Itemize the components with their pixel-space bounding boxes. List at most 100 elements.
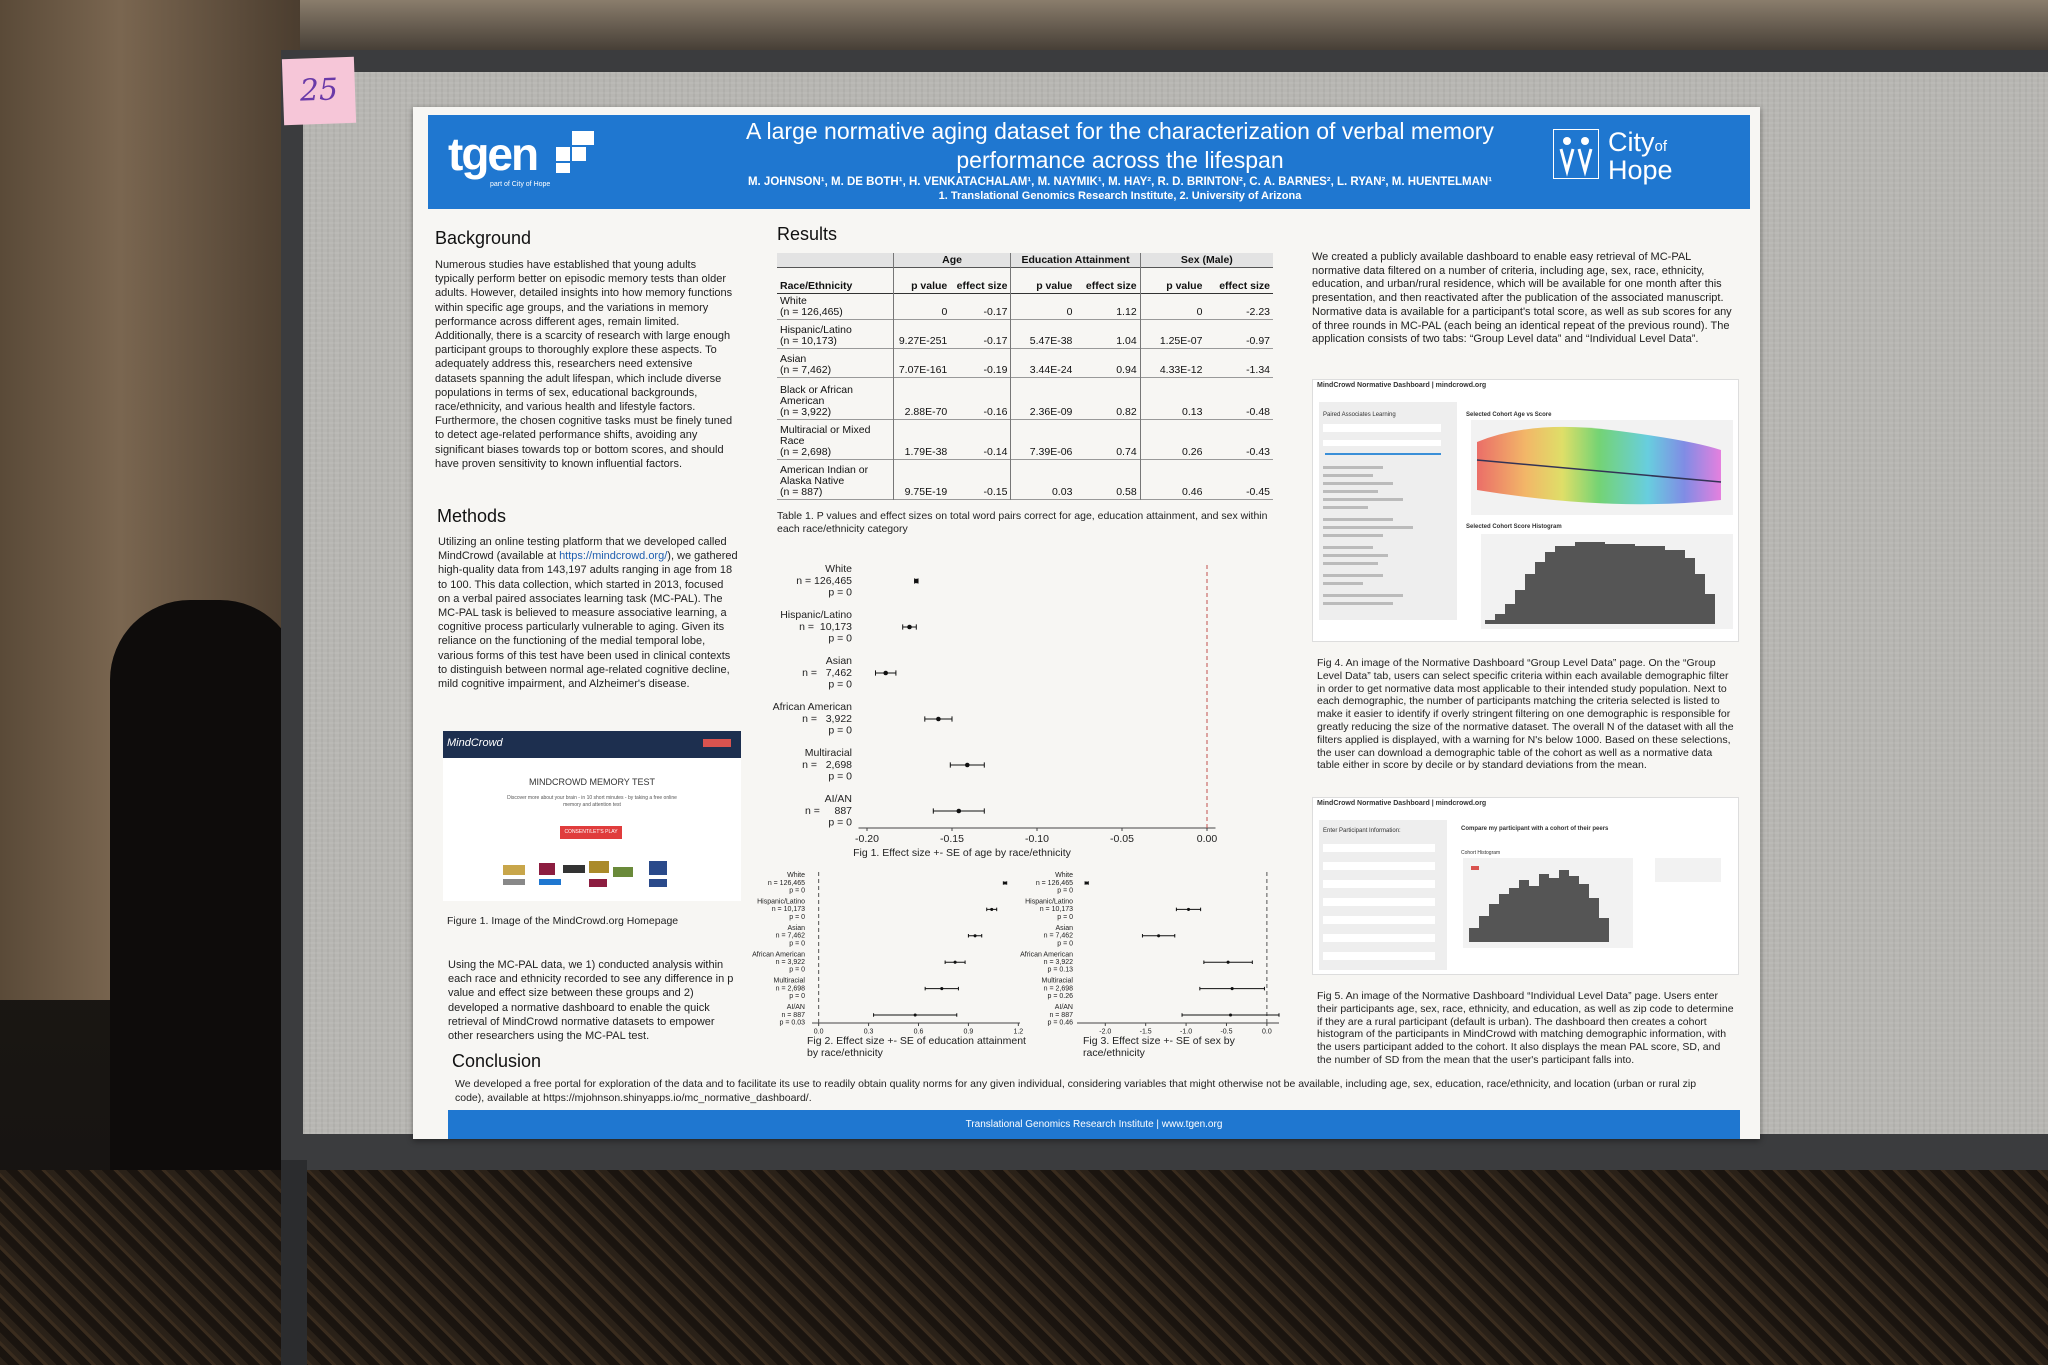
table-cell: 0 xyxy=(892,293,951,320)
n-label: (n = 126,465) xyxy=(780,306,843,318)
table-column-header: p value xyxy=(1010,267,1076,294)
panel-label: Paired Associates Learning xyxy=(1323,412,1396,418)
table-row-label: American Indian or Alaska Native (n = 887… xyxy=(777,460,893,500)
table-row-label: Multiracial or Mixed Race (n = 2,698) xyxy=(777,420,893,460)
table-column-header: effect size xyxy=(956,280,1008,292)
table-cell: 4.33E-12 xyxy=(1139,348,1206,378)
input-fields xyxy=(1323,844,1435,960)
table-cell: -0.15 xyxy=(983,486,1008,498)
plot-title: Cohort Histogram xyxy=(1461,850,1501,856)
table-row-label: Hispanic/Latino (n = 10,173) xyxy=(777,320,893,349)
results-table: Age Education Attainment Sex (Male) Race/Et… xyxy=(777,253,1273,500)
table-cell: 0 xyxy=(1010,293,1076,320)
plot-title: Selected Cohort Age vs Score xyxy=(1466,412,1552,418)
table-group-row: Age Education Attainment Sex (Male) xyxy=(777,253,1273,268)
site-nav xyxy=(443,731,741,758)
table-cell: -0.19 xyxy=(983,364,1008,376)
race-label: Multiracial or Mixed Race xyxy=(780,424,871,447)
table-cell: 7.07E-161 xyxy=(892,348,951,378)
table-cell: 2.88E-70 xyxy=(892,377,951,420)
table-cell: 9.75E-19 xyxy=(892,459,951,500)
table-cell: 7.39E-06 xyxy=(1010,419,1076,460)
city-of-hope-logo: Cityof Hope xyxy=(1553,127,1728,185)
table-cell: 3.44E-24 xyxy=(1010,348,1076,378)
section-heading: Background xyxy=(435,228,532,248)
tgen-logo-sub: part of City of Hope xyxy=(490,181,551,188)
dashboard-title: MindCrowd Normative Dashboard | mindcrow… xyxy=(1317,800,1487,807)
section-heading: Methods xyxy=(437,506,507,526)
cohort-histogram xyxy=(1463,858,1633,948)
table-row-label: White (n = 126,465) xyxy=(777,294,893,320)
tgen-logo: tgen xyxy=(448,128,539,180)
section-heading: Results xyxy=(777,224,838,244)
table-row: American Indian or Alaska Native (n = 887… xyxy=(777,459,1273,500)
table-cell: -0.48 xyxy=(1246,406,1270,418)
table-cell: 1.12 xyxy=(1116,306,1137,318)
table-cell: 0.58 xyxy=(1116,486,1137,498)
table-column-header: effect size xyxy=(1085,280,1137,292)
site-subtext: Discover more about your brain - in 10 s… xyxy=(507,795,677,808)
stats-box xyxy=(1655,858,1721,882)
table-cell: 0.13 xyxy=(1139,377,1206,420)
n-label: (n = 887) xyxy=(780,486,823,498)
race-label: White xyxy=(780,295,807,307)
site-brand: MindCrowd xyxy=(447,737,503,749)
floor xyxy=(0,1170,2048,1365)
table-cell: -0.14 xyxy=(983,446,1008,458)
table-cell: 1.04 xyxy=(1116,335,1137,347)
dashboard-screenshot: MindCrowd Normative Dashboard | mindcrow… xyxy=(1312,797,1739,975)
site-heading: MINDCROWD MEMORY TEST xyxy=(528,777,655,787)
table-cell: -1.34 xyxy=(1246,364,1270,376)
table-cell: -0.16 xyxy=(983,406,1008,418)
race-label: Black or African American xyxy=(780,384,853,407)
table-column-header: Race/Ethnicity xyxy=(780,280,853,292)
table-row: Black or African American (n = 3,922) 2.88… xyxy=(777,377,1273,420)
n-label: (n = 7,462) xyxy=(780,364,832,376)
dashboard-title: MindCrowd Normative Dashboard | mindcrow… xyxy=(1317,382,1487,389)
table-row-label: Asian (n = 7,462) xyxy=(777,349,893,378)
tgen-logo-mark xyxy=(556,131,594,173)
link[interactable]: https://mindcrowd.org/ xyxy=(559,550,668,563)
table-group-header: Age xyxy=(892,253,1011,268)
figure-caption: Fig 5. An image of the Normative Dashboa… xyxy=(1317,990,1734,1066)
consent-button[interactable]: CONSENT/LET'S PLAY xyxy=(560,826,622,839)
table-group-header: Sex (Male) xyxy=(1139,253,1273,268)
text: Utilizing an online testing platform tha… xyxy=(438,536,727,563)
board-leg xyxy=(281,1160,307,1365)
figure-caption: Figure 1. Image of the MindCrowd.org Hom… xyxy=(447,915,679,927)
nav-button xyxy=(703,739,731,747)
person-silhouette xyxy=(110,600,300,1200)
logo-word: Hope xyxy=(1608,155,1673,185)
race-label: American Indian or Alaska Native xyxy=(780,464,869,487)
table-cell: 1.25E-07 xyxy=(1139,319,1206,349)
table-cell: 1.79E-38 xyxy=(892,419,951,460)
score-histogram xyxy=(1481,534,1733,629)
number-sticker: 25 xyxy=(281,56,357,126)
table-row: Asian (n = 7,462) 7.07E-161 -0.19 3.44E-24 0.… xyxy=(777,348,1273,378)
table-cell: -0.45 xyxy=(1246,486,1270,498)
title: performance across the lifespan xyxy=(956,147,1284,173)
table-cell: 0.94 xyxy=(1116,364,1137,376)
dashboard-screenshot: MindCrowd Normative Dashboard | mindcrow… xyxy=(1312,379,1739,642)
table-column-header: p value xyxy=(892,267,951,294)
table-row: Multiracial or Mixed Race (n = 2,698) 1.79… xyxy=(777,419,1273,460)
affiliations: 1. Translational Genomics Research Insti… xyxy=(938,190,1302,202)
table-cell: -2.23 xyxy=(1246,306,1270,318)
table-column-header: p value xyxy=(1139,267,1206,294)
authors: M. JOHNSON¹, M. DE BOTH¹, H. VENKATACHAL… xyxy=(747,176,1493,188)
table-cell: 0.03 xyxy=(1010,459,1076,500)
table-cell: 0.26 xyxy=(1139,419,1206,460)
methods-text: Utilizing an online testing platform tha… xyxy=(438,535,738,691)
table-column-header: effect size xyxy=(1219,280,1270,292)
title: A large normative aging dataset for the … xyxy=(746,118,1494,144)
table-group-header: Education Attainment xyxy=(1010,253,1141,268)
section-heading: Conclusion xyxy=(452,1051,542,1071)
table-row: White (n = 126,465) 0 -0.17 0 1.12 0 -2.23 xyxy=(777,293,1273,320)
dashboard-intro: We created a publicly available dashboar… xyxy=(1312,251,1732,346)
methods-text-2: Using the MC-PAL data, we 1) conducted a… xyxy=(448,959,734,1043)
table-cell: -0.17 xyxy=(983,335,1008,347)
age-score-scatter xyxy=(1471,420,1733,515)
table-row: Hispanic/Latino (n = 10,173) 9.27E-251 -0.1… xyxy=(777,319,1273,349)
n-label: (n = 2,698) xyxy=(780,446,832,458)
plot-title: Selected Cohort Score Histogram xyxy=(1466,524,1562,530)
